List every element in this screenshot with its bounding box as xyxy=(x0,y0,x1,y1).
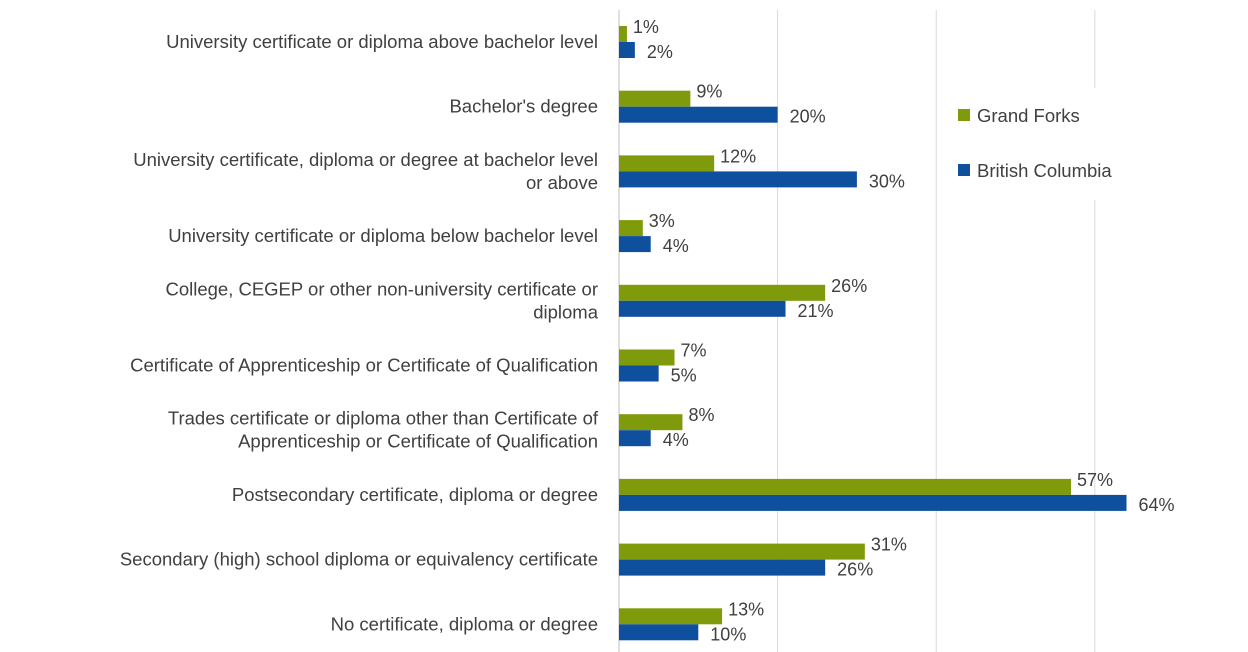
bar-british-columbia xyxy=(619,430,651,447)
category-labels: University certificate or diploma above … xyxy=(120,31,599,634)
bar-british-columbia xyxy=(619,42,635,58)
value-label: 3% xyxy=(649,211,675,231)
bar-british-columbia xyxy=(619,494,1127,511)
bar-grand-forks xyxy=(619,349,675,366)
category-label-line: College, CEGEP or other non-university c… xyxy=(165,278,598,299)
category-label: Postsecondary certificate, diploma or de… xyxy=(232,484,598,505)
value-label: 64% xyxy=(1139,495,1175,515)
category-label-line: or above xyxy=(526,172,598,193)
category-label: Trades certificate or diploma other than… xyxy=(168,408,599,452)
bar-grand-forks xyxy=(619,478,1072,495)
category-label: Bachelor's degree xyxy=(449,96,598,117)
category-label: No certificate, diploma or degree xyxy=(331,613,598,634)
value-label: 57% xyxy=(1077,470,1113,490)
bar-grand-forks xyxy=(619,414,683,431)
bar-british-columbia xyxy=(619,559,826,576)
category-label: Secondary (high) school diploma or equiv… xyxy=(120,549,598,570)
category-label-line: Apprenticeship or Certificate of Qualifi… xyxy=(238,431,598,452)
category-label-line: University certificate, diploma or degre… xyxy=(133,149,598,170)
category-label-line: No certificate, diploma or degree xyxy=(331,613,598,634)
category-label-line: diploma xyxy=(533,301,598,322)
legend: Grand Forks British Columbia xyxy=(940,88,1240,200)
legend-label: British Columbia xyxy=(977,160,1112,181)
category-label: College, CEGEP or other non-university c… xyxy=(165,278,598,322)
value-label: 5% xyxy=(671,366,697,386)
value-label: 26% xyxy=(831,276,867,296)
bar-british-columbia xyxy=(619,365,659,382)
value-label: 10% xyxy=(710,624,746,644)
value-label: 13% xyxy=(728,599,764,619)
bar-british-columbia xyxy=(619,171,857,188)
bar-grand-forks xyxy=(619,543,865,560)
value-label: 30% xyxy=(869,171,905,191)
value-label: 20% xyxy=(790,107,826,127)
value-label: 4% xyxy=(663,430,689,450)
value-labels: 1% 2% 9% 20% 12% 30% 3% 4% 26% 21% 7% 5% 8% 4% 57% 64% 3… xyxy=(633,17,1175,644)
legend-swatch xyxy=(958,109,970,121)
legend-background xyxy=(940,88,1240,200)
value-label: 8% xyxy=(688,405,714,425)
value-label: 1% xyxy=(633,17,659,37)
value-label: 26% xyxy=(837,560,873,580)
category-label: University certificate, diploma or degre… xyxy=(133,149,598,193)
category-label-line: Bachelor's degree xyxy=(449,96,598,117)
bar-grand-forks xyxy=(619,284,826,301)
bar-british-columbia xyxy=(619,624,699,641)
category-label: University certificate or diploma below … xyxy=(168,225,598,246)
category-label-line: Certificate of Apprenticeship or Certifi… xyxy=(130,355,598,376)
value-label: 21% xyxy=(798,301,834,321)
category-label-line: Trades certificate or diploma other than… xyxy=(168,408,599,429)
bar-british-columbia xyxy=(619,236,651,253)
category-label-line: University certificate or diploma below … xyxy=(168,225,598,246)
value-label: 12% xyxy=(720,146,756,166)
category-label: Certificate of Apprenticeship or Certifi… xyxy=(130,355,598,376)
bar-grand-forks xyxy=(619,90,691,107)
bar-british-columbia xyxy=(619,106,778,123)
legend-swatch xyxy=(958,164,970,176)
value-label: 4% xyxy=(663,236,689,256)
category-label-line: University certificate or diploma above … xyxy=(166,31,598,52)
category-label-line: Postsecondary certificate, diploma or de… xyxy=(232,484,598,505)
category-label-line: Secondary (high) school diploma or equiv… xyxy=(120,549,598,570)
bar-grand-forks xyxy=(619,26,627,42)
bar-grand-forks xyxy=(619,608,723,625)
value-label: 9% xyxy=(696,82,722,102)
value-label: 31% xyxy=(871,535,907,555)
bars xyxy=(619,26,1127,641)
legend-label: Grand Forks xyxy=(977,105,1080,126)
bar-grand-forks xyxy=(619,220,643,237)
value-label: 7% xyxy=(681,341,707,361)
category-label: University certificate or diploma above … xyxy=(166,31,598,52)
bar-grand-forks xyxy=(619,155,715,172)
value-label: 2% xyxy=(647,42,673,62)
bar-british-columbia xyxy=(619,300,786,317)
